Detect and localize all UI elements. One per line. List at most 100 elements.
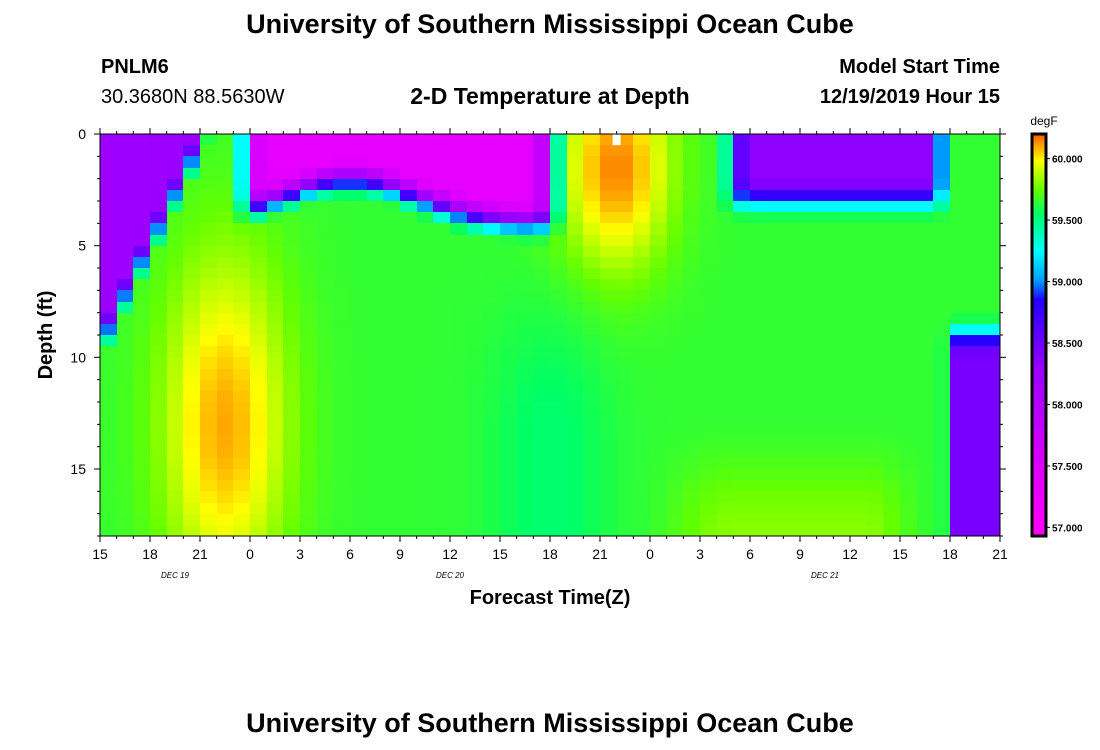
heatmap-cell: [717, 156, 734, 169]
heatmap-cell: [567, 302, 584, 314]
heatmap-cell: [667, 335, 684, 347]
heatmap-cell: [367, 257, 384, 269]
heatmap-cell: [667, 257, 684, 269]
heatmap-cell: [917, 212, 934, 224]
heatmap-cell: [650, 346, 668, 358]
heatmap-cell: [233, 402, 251, 414]
heatmap-cell: [883, 503, 901, 515]
heatmap-cell: [783, 335, 801, 347]
heatmap-cell: [900, 335, 918, 347]
heatmap-cell: [400, 212, 418, 224]
heatmap-cell: [367, 223, 384, 236]
heatmap-cell: [717, 436, 734, 448]
heatmap-cell: [567, 369, 584, 381]
heatmap-cell: [767, 290, 784, 303]
heatmap-cell: [250, 212, 268, 224]
heatmap-cell: [500, 458, 518, 470]
heatmap-cell: [317, 302, 334, 314]
heatmap-cell: [967, 458, 984, 470]
heatmap-cell: [350, 480, 368, 492]
heatmap-cell: [917, 525, 934, 537]
heatmap-cell: [400, 380, 418, 392]
heatmap-cell: [317, 357, 334, 370]
heatmap-cell: [333, 223, 351, 236]
heatmap-cell: [883, 391, 901, 403]
heatmap-cell: [367, 235, 384, 247]
heatmap-cell: [233, 246, 251, 258]
heatmap-cell: [583, 402, 601, 414]
heatmap-cell: [150, 447, 168, 459]
heatmap-cell: [800, 525, 818, 537]
heatmap-cell: [550, 134, 568, 146]
heatmap-cell: [583, 458, 601, 470]
heatmap-cell: [700, 302, 718, 314]
heatmap-cell: [533, 235, 551, 247]
heatmap-cell: [950, 480, 968, 492]
heatmap-cell: [717, 212, 734, 224]
heatmap-cell: [917, 235, 934, 247]
heatmap-cell: [833, 179, 851, 191]
heatmap-cell: [917, 402, 934, 414]
heatmap-cell: [133, 346, 151, 358]
heatmap-cell: [450, 402, 468, 414]
heatmap-cell: [317, 156, 334, 169]
heatmap-cell: [933, 257, 951, 269]
heatmap-cell: [133, 212, 151, 224]
heatmap-cell: [817, 447, 834, 459]
heatmap-cell: [583, 469, 601, 481]
heatmap-cell: [883, 380, 901, 392]
x-tick-label: 18: [542, 546, 558, 562]
heatmap-cell: [867, 145, 884, 157]
heatmap-cell: [200, 212, 218, 224]
heatmap-cell: [800, 491, 818, 504]
heatmap-cell: [500, 168, 518, 180]
heatmap-cell: [150, 190, 168, 202]
heatmap-cell: [483, 156, 501, 169]
heatmap-cell: [633, 402, 651, 414]
heatmap-cell: [133, 514, 151, 526]
heatmap-cell: [883, 313, 901, 325]
heatmap-cell: [150, 391, 168, 403]
heatmap-cell: [467, 212, 484, 224]
heatmap-cell: [883, 335, 901, 347]
heatmap-cell: [633, 168, 651, 180]
heatmap-cell: [783, 447, 801, 459]
heatmap-cell: [600, 290, 618, 303]
heatmap-cell: [883, 190, 901, 202]
heatmap-cell: [500, 346, 518, 358]
heatmap-cell: [717, 268, 734, 280]
heatmap-cell: [450, 212, 468, 224]
heatmap-cell: [867, 290, 884, 303]
heatmap-cell: [267, 391, 284, 403]
heatmap-cell: [367, 212, 384, 224]
heatmap-cell: [183, 480, 201, 492]
heatmap-cell: [550, 514, 568, 526]
heatmap-cell: [583, 212, 601, 224]
heatmap-cell: [917, 335, 934, 347]
heatmap-cell: [417, 134, 434, 146]
heatmap-cell: [850, 480, 868, 492]
heatmap-cell: [100, 380, 118, 392]
heatmap-cell: [750, 480, 768, 492]
heatmap-cell: [583, 190, 601, 202]
heatmap-cell: [417, 447, 434, 459]
heatmap-cell: [883, 268, 901, 280]
heatmap-cell: [633, 257, 651, 269]
heatmap-cell: [433, 436, 451, 448]
heatmap-cell: [783, 469, 801, 481]
heatmap-cell: [333, 346, 351, 358]
heatmap-cell: [300, 491, 318, 504]
heatmap-cell: [700, 168, 718, 180]
heatmap-cell: [767, 190, 784, 202]
heatmap-cell: [467, 257, 484, 269]
colorbar-tick-label: 58.500: [1052, 339, 1083, 350]
heatmap-cell: [433, 335, 451, 347]
heatmap-cell: [550, 223, 568, 236]
heatmap-cell: [617, 458, 634, 470]
heatmap-cell: [683, 268, 701, 280]
heatmap-cell: [550, 357, 568, 370]
heatmap-cell: [550, 268, 568, 280]
heatmap-cell: [600, 235, 618, 247]
heatmap-cell: [683, 179, 701, 191]
heatmap-cell: [533, 514, 551, 526]
